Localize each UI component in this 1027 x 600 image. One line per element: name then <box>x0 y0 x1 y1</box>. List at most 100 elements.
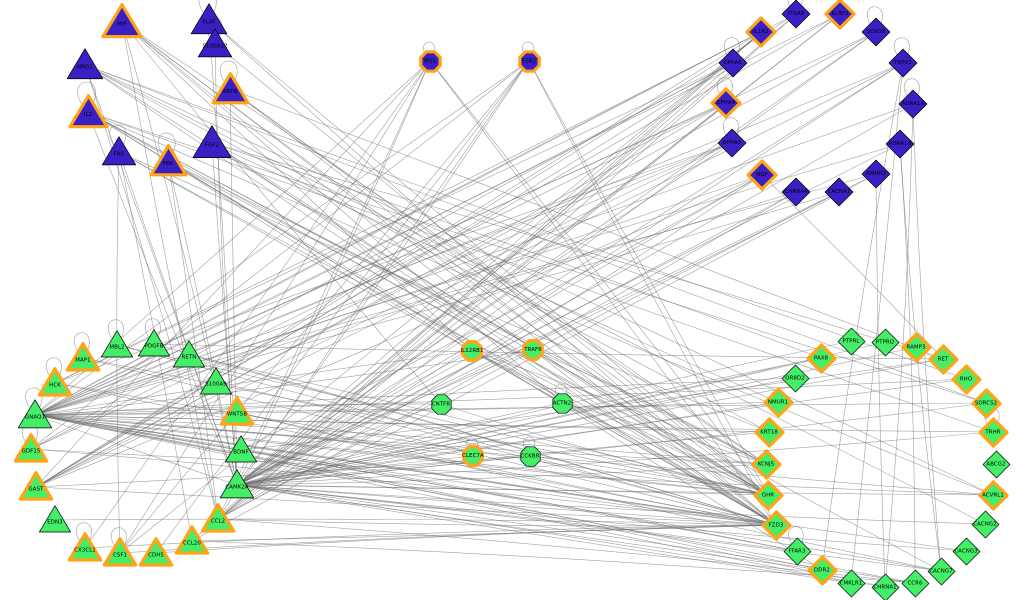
graph-node-adra1b[interactable]: ADRA1B <box>885 129 915 159</box>
graph-node-amhr2[interactable]: AMHR2 <box>861 159 891 189</box>
triangle-glyph <box>37 367 73 397</box>
graph-node-cacna1[interactable]: CACNA1 <box>824 177 854 207</box>
graph-node-cckbr[interactable]: CCKBR <box>519 445 541 467</box>
graph-node-epha3[interactable]: EPHA3 <box>717 128 747 158</box>
graph-node-adra1a[interactable]: ADRA1A <box>898 89 928 119</box>
edge <box>236 349 534 486</box>
triangle-glyph <box>101 136 137 166</box>
diamond-glyph <box>977 416 1009 448</box>
graph-node-gast[interactable]: GAST <box>18 471 54 501</box>
graph-node-ptprl[interactable]: PTPRL <box>837 327 865 355</box>
graph-node-irs1[interactable]: IRS1 <box>418 49 442 73</box>
graph-node-artn[interactable]: ARTN <box>211 71 249 105</box>
graph-node-gdf15[interactable]: GDF15 <box>13 433 49 463</box>
graph-node-clec7a[interactable]: CLEC7A <box>462 445 484 467</box>
triangle-glyph <box>190 3 228 35</box>
edge <box>532 349 769 496</box>
graph-node-acvrl1[interactable]: ACVRL1 <box>977 479 1009 511</box>
edge <box>532 349 777 526</box>
edge <box>45 357 62 377</box>
graph-node-ghr[interactable]: GHR <box>752 479 784 511</box>
edge <box>561 402 777 526</box>
graph-node-pdgfb[interactable]: PDGFB <box>137 329 171 358</box>
diamond-glyph <box>888 48 918 78</box>
edge <box>229 88 238 486</box>
graph-node-il12rb1[interactable]: IL12RB1 <box>460 340 483 362</box>
graph-node-nmur1[interactable]: NMUR1 <box>762 386 794 418</box>
graph-node-il1r2[interactable]: IL1R2 <box>745 16 777 48</box>
graph-node-wnt5b[interactable]: WNT5B <box>219 396 255 426</box>
graph-node-ptprq[interactable]: PTPRQ <box>871 328 899 356</box>
triangle-glyph <box>200 503 236 533</box>
triangle-glyph <box>149 143 187 176</box>
edge <box>34 414 798 552</box>
graph-node-cacng2[interactable]: CACNG2 <box>971 510 999 538</box>
octagon-glyph <box>430 393 452 415</box>
diamond-glyph <box>900 331 932 363</box>
graph-node-traf6[interactable]: TRAF6 <box>522 339 544 361</box>
triangle-glyph <box>38 505 72 533</box>
graph-node-cmklr1[interactable]: CMKLR1 <box>837 569 865 597</box>
graph-node-cacng7[interactable]: CACNG7 <box>927 557 955 585</box>
graph-node-epha5[interactable]: EPHA5 <box>718 48 748 78</box>
edge <box>219 60 238 82</box>
edge <box>236 463 767 486</box>
graph-node-itga8[interactable]: ITGA8 <box>781 0 811 29</box>
diamond-glyph <box>806 554 838 586</box>
graph-node-actn2[interactable]: ACTN2 <box>551 392 573 414</box>
edge <box>866 6 883 26</box>
graph-node-nrg1[interactable]: NRG1 <box>66 48 104 81</box>
graph-node-pax8[interactable]: PAX8 <box>805 342 837 374</box>
graph-node-ngf[interactable]: NGF <box>746 159 778 191</box>
diamond-glyph <box>717 128 747 158</box>
edge <box>236 341 886 486</box>
graph-node-camk2a[interactable]: CAMK2A <box>219 469 255 500</box>
graph-node-bdnf[interactable]: BDNF <box>224 435 258 464</box>
graph-node-epha4[interactable]: EPHA4 <box>710 87 742 119</box>
edge <box>121 21 442 405</box>
graph-node-chrna4[interactable]: CHRNA4 <box>781 177 811 207</box>
edge <box>121 21 219 520</box>
graph-node-mbl2[interactable]: MBL2 <box>100 330 134 359</box>
graph-node-cx3cl1[interactable]: CX3CL1 <box>67 532 103 562</box>
graph-node-kcnj5[interactable]: KCNJ5 <box>750 448 782 480</box>
edge <box>35 142 733 488</box>
graph-node-fn1[interactable]: FN1 <box>101 136 137 167</box>
graph-node-edn3[interactable]: EDN3 <box>38 505 72 534</box>
edge <box>236 340 852 486</box>
graph-node-gnaq1[interactable]: GNAQ1 <box>17 399 53 430</box>
diamond-glyph <box>781 177 811 207</box>
graph-node-klrf2[interactable]: KLRF2 <box>824 0 856 30</box>
graph-node-trhr[interactable]: TRHR <box>977 416 1009 448</box>
graph-node-frk[interactable]: FRK <box>149 143 187 177</box>
graph-node-mif[interactable]: MIF <box>101 3 143 39</box>
graph-node-fgf2[interactable]: FGF2 <box>192 125 232 160</box>
graph-node-trpv1[interactable]: TRPV1 <box>888 48 918 78</box>
diamond-glyph <box>982 450 1010 478</box>
edge <box>73 332 90 352</box>
graph-node-s100a9[interactable]: S100A9 <box>199 367 233 396</box>
edge <box>34 143 901 416</box>
edge <box>35 31 762 488</box>
graph-node-krt18[interactable]: KRT18 <box>753 416 785 448</box>
edge <box>236 484 886 588</box>
graph-node-ccr6[interactable]: CCR6 <box>901 569 929 597</box>
edge <box>35 13 841 488</box>
graph-node-cntfr[interactable]: CNTFR <box>430 393 452 415</box>
graph-node-cdh5[interactable]: CDH5 <box>138 537 174 567</box>
graph-node-s100a12[interactable]: S100A12 <box>197 28 233 59</box>
graph-node-esr2[interactable]: ESR2 <box>517 49 541 73</box>
graph-node-csf1[interactable]: CSF1 <box>102 537 138 567</box>
graph-node-il2[interactable]: IL2 <box>67 93 109 129</box>
graph-node-scn3b[interactable]: SCN3B <box>861 17 891 47</box>
graph-node-hck[interactable]: HCK <box>37 367 73 397</box>
graph-node-ddr2[interactable]: DDR2 <box>806 554 838 586</box>
octagon-glyph <box>418 49 442 73</box>
graph-node-abcg2[interactable]: ABCG2 <box>982 450 1010 478</box>
graph-node-chrna1[interactable]: CHRNA1 <box>871 573 899 600</box>
diamond-glyph <box>745 16 777 48</box>
edge <box>84 60 431 549</box>
edge <box>899 143 916 584</box>
graph-node-ccl20[interactable]: CCL20 <box>174 525 210 555</box>
